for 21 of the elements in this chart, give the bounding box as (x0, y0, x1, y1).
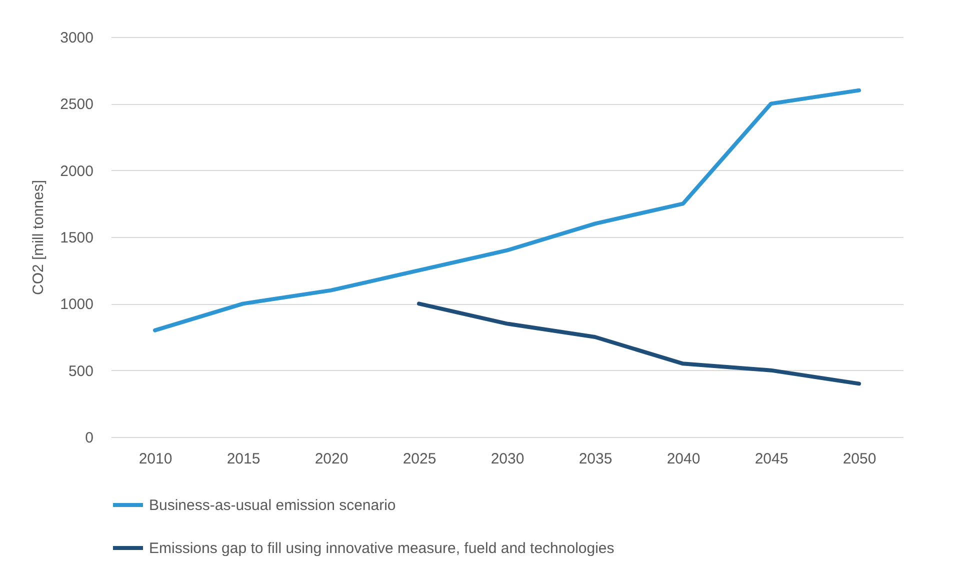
x-tick-label: 2020 (314, 450, 348, 468)
y-axis-title: CO2 [mill tonnes] (30, 180, 48, 296)
line-series (417, 302, 861, 386)
x-tick-label: 2045 (754, 450, 788, 468)
legend-label: Business-as-usual emission scenario (149, 497, 396, 514)
legend-label: Emissions gap to fill using innovative measure, fueld and technologies (149, 540, 614, 557)
y-tick-label: 3000 (60, 30, 94, 46)
x-tick-label: 2015 (226, 450, 260, 468)
y-tick-label: 0 (85, 430, 94, 446)
line-series (153, 88, 861, 332)
x-tick-label: 2035 (578, 450, 612, 468)
y-tick-label: 2500 (60, 96, 94, 114)
x-tick-label: 2040 (666, 450, 700, 468)
x-tick-label: 2025 (402, 450, 436, 468)
x-tick-label: 2050 (842, 450, 876, 468)
y-tick-label: 1500 (60, 230, 94, 246)
y-tick-label: 500 (68, 362, 94, 380)
y-tick-label: 2000 (60, 162, 94, 180)
x-tick-label: 2010 (138, 450, 172, 468)
y-tick-label: 1000 (60, 296, 94, 314)
x-tick-label: 2030 (490, 450, 524, 468)
